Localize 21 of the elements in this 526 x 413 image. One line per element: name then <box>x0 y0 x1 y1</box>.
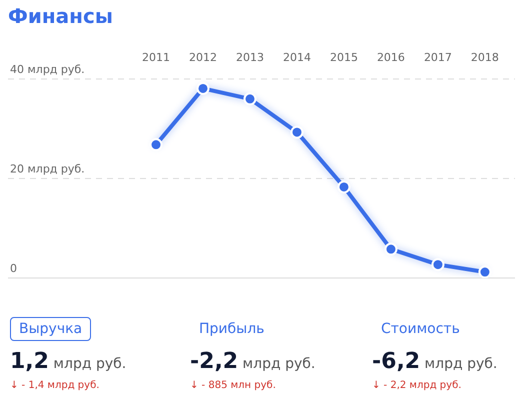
text: ↓ - 1,4 млрд руб. <box>10 380 100 391</box>
x-tick-label: 2018 <box>470 51 499 64</box>
text: ↓ - 2,2 млрд руб. <box>372 380 462 391</box>
text: -6,2 млрд руб. <box>372 349 498 374</box>
y-tick-label: 40 млрд руб. <box>10 63 85 76</box>
x-tick-label: 2011 <box>142 51 170 64</box>
x-tick-label: 2015 <box>330 51 358 64</box>
x-tick-label: 2017 <box>424 51 452 64</box>
text: Прибыль <box>198 320 266 339</box>
y-tick-label: 0 <box>10 262 17 275</box>
x-tick-label: 2014 <box>282 51 311 64</box>
text: -2,2 млрд руб. <box>190 349 316 374</box>
text: ↓ - 885 млн руб. <box>190 380 277 391</box>
x-tick-label: 2012 <box>189 51 217 64</box>
tab-outline: Выручка <box>10 317 92 341</box>
x-tick-label: 2016 <box>376 51 405 64</box>
text: Стоимость <box>380 320 461 339</box>
y-tick-label: 20 млрд руб. <box>10 162 85 176</box>
chart-title: Финансы <box>8 4 113 28</box>
text: 1,2 млрд руб. <box>10 349 126 374</box>
x-tick-label: 2013 <box>236 51 264 64</box>
